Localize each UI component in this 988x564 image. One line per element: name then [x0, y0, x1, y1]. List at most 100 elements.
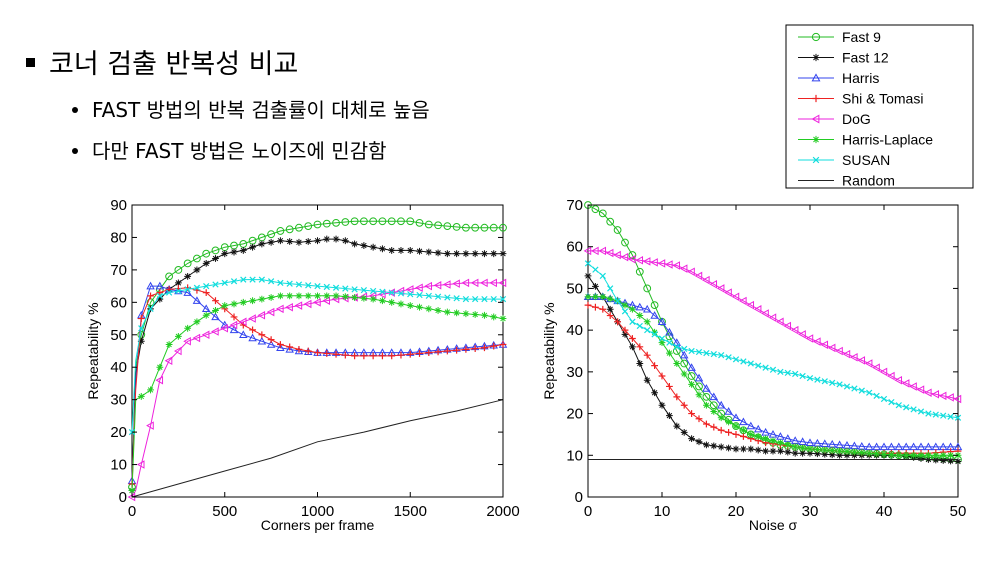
- data-point: [203, 282, 210, 290]
- data-point: [323, 235, 331, 243]
- data-point: [220, 320, 229, 329]
- x-tick-label: 0: [584, 503, 592, 520]
- data-point: [462, 345, 470, 353]
- data-point: [842, 349, 851, 359]
- data-point: [471, 250, 479, 258]
- data-point: [836, 381, 843, 388]
- data-point: [629, 305, 636, 313]
- data-point: [174, 279, 182, 287]
- data-point: [303, 299, 312, 309]
- data-point: [725, 418, 732, 426]
- data-point: [731, 292, 740, 302]
- data-point: [443, 250, 451, 258]
- data-point: [925, 451, 932, 459]
- data-point: [397, 300, 405, 308]
- data-point: [332, 235, 340, 243]
- data-point: [680, 401, 688, 409]
- data-point: [887, 442, 896, 451]
- legend-item-shi-tomasi: Shi & Tomasi: [798, 91, 923, 107]
- data-point: [165, 285, 173, 293]
- data-point: [266, 340, 276, 348]
- data-point: [490, 295, 497, 303]
- data-point: [416, 303, 423, 311]
- data-point: [747, 360, 754, 367]
- data-point: [917, 451, 925, 459]
- bullet-item-1: FAST 방법의 반복 검출률이 대체로 높음: [72, 94, 430, 123]
- data-point: [821, 450, 829, 458]
- y-tick-label: 20: [566, 406, 583, 423]
- data-point: [762, 435, 769, 442]
- data-point: [724, 288, 732, 297]
- data-point: [598, 246, 607, 256]
- data-point: [462, 295, 470, 303]
- data-point: [266, 307, 275, 317]
- data-point: [761, 427, 770, 436]
- data-point: [694, 271, 703, 281]
- data-point: [799, 449, 806, 457]
- data-point: [821, 378, 828, 385]
- data-point: [480, 223, 489, 232]
- legend-label: Harris: [842, 70, 879, 86]
- data-point: [747, 431, 755, 438]
- data-point: [592, 303, 599, 311]
- data-point: [827, 343, 836, 353]
- data-point: [461, 278, 470, 288]
- data-point: [156, 292, 163, 299]
- data-point: [425, 292, 432, 299]
- data-point: [351, 240, 358, 248]
- data-point: [304, 292, 312, 300]
- data-point: [836, 451, 843, 459]
- data-point: [599, 293, 607, 301]
- data-point: [462, 223, 470, 232]
- data-point: [286, 280, 293, 287]
- data-point: [895, 451, 903, 459]
- data-point: [732, 431, 740, 438]
- legend-label: Shi & Tomasi: [842, 91, 923, 107]
- data-point: [212, 307, 219, 314]
- data-point: [313, 220, 322, 229]
- series-line: [131, 399, 504, 498]
- data-point: [229, 325, 239, 334]
- data-point: [768, 313, 777, 322]
- data-point: [598, 209, 607, 218]
- legend-item-dog: DoG: [798, 111, 871, 127]
- data-point: [275, 304, 284, 314]
- x-tick-label: 50: [950, 503, 967, 520]
- data-point: [332, 284, 340, 291]
- data-point: [193, 284, 201, 291]
- data-point: [687, 372, 696, 380]
- data-point: [276, 343, 285, 351]
- data-point: [277, 279, 284, 287]
- y-axis-label: Repeatability %: [85, 302, 101, 399]
- data-point: [584, 260, 592, 267]
- data-point: [434, 348, 442, 356]
- data-point: [947, 413, 954, 420]
- data-point: [416, 247, 423, 255]
- data-point: [680, 370, 688, 378]
- data-point: [718, 352, 725, 359]
- data-point: [304, 347, 312, 355]
- data-point: [717, 443, 725, 451]
- x-tick-label: 20: [728, 503, 745, 520]
- data-point: [397, 290, 405, 297]
- data-point: [858, 387, 865, 394]
- data-point: [462, 250, 470, 258]
- data-point: [164, 356, 173, 365]
- data-point: [836, 447, 843, 455]
- data-point: [286, 343, 294, 351]
- data-point: [806, 374, 814, 382]
- data-point: [703, 401, 710, 409]
- data-point: [732, 422, 740, 430]
- data-point: [480, 278, 488, 288]
- data-point: [651, 328, 658, 336]
- data-point: [489, 223, 498, 232]
- y-tick-label: 90: [110, 197, 127, 214]
- data-point: [953, 394, 962, 404]
- data-point: [694, 373, 704, 382]
- data-point: [249, 276, 256, 283]
- data-point: [258, 295, 266, 303]
- data-point: [584, 293, 592, 301]
- data-point: [156, 289, 164, 296]
- data-point: [434, 293, 442, 300]
- legend-marker-icon: [812, 53, 820, 62]
